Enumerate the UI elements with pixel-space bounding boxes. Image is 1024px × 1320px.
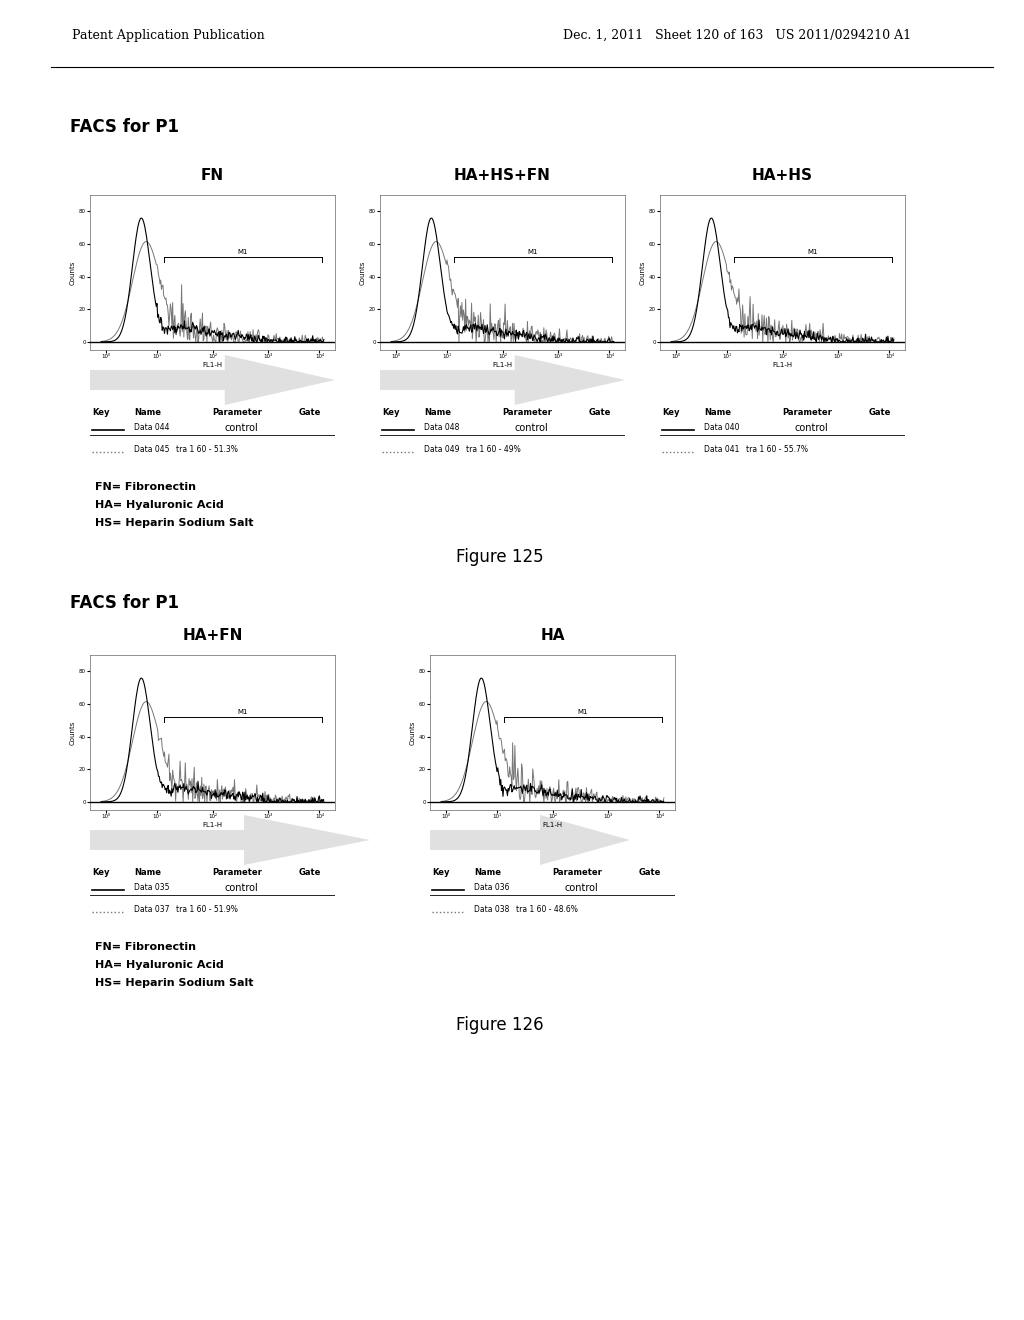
Text: M1: M1 xyxy=(238,249,248,255)
Y-axis label: Counts: Counts xyxy=(640,260,646,285)
Text: control: control xyxy=(565,883,598,892)
Text: Key: Key xyxy=(432,869,450,876)
Text: Gate: Gate xyxy=(298,869,321,876)
Text: Gate: Gate xyxy=(638,869,660,876)
Polygon shape xyxy=(380,355,625,405)
X-axis label: FL1-H: FL1-H xyxy=(203,822,222,828)
Polygon shape xyxy=(430,814,630,865)
Text: FACS for P1: FACS for P1 xyxy=(70,119,179,136)
Text: Parameter: Parameter xyxy=(503,408,552,417)
Text: Parameter: Parameter xyxy=(782,408,833,417)
Text: FACS for P1: FACS for P1 xyxy=(70,594,179,611)
Text: tra 1 60 - 55.7%: tra 1 60 - 55.7% xyxy=(745,445,808,454)
Text: Parameter: Parameter xyxy=(553,869,602,876)
Text: Key: Key xyxy=(92,869,110,876)
Text: HA= Hyaluronic Acid: HA= Hyaluronic Acid xyxy=(95,961,224,970)
Text: Data 035: Data 035 xyxy=(134,883,170,892)
Text: Data 041: Data 041 xyxy=(705,445,739,454)
Text: Data 049: Data 049 xyxy=(424,445,460,454)
Text: tra 1 60 - 49%: tra 1 60 - 49% xyxy=(466,445,520,454)
Text: Key: Key xyxy=(382,408,400,417)
Text: Data 036: Data 036 xyxy=(474,883,510,892)
Text: Key: Key xyxy=(92,408,110,417)
Text: Data 037: Data 037 xyxy=(134,906,170,913)
Text: control: control xyxy=(795,422,828,433)
X-axis label: FL1-H: FL1-H xyxy=(543,822,562,828)
Polygon shape xyxy=(90,355,335,405)
Text: HA+HS: HA+HS xyxy=(752,169,813,183)
Text: HS= Heparin Sodium Salt: HS= Heparin Sodium Salt xyxy=(95,978,254,989)
Text: Name: Name xyxy=(705,408,731,417)
Text: Gate: Gate xyxy=(298,408,321,417)
Text: Name: Name xyxy=(134,408,161,417)
Text: Name: Name xyxy=(424,408,452,417)
Text: M1: M1 xyxy=(807,249,818,255)
Text: M1: M1 xyxy=(527,249,538,255)
Text: Figure 126: Figure 126 xyxy=(456,1016,544,1034)
Y-axis label: Counts: Counts xyxy=(70,721,76,744)
Text: M1: M1 xyxy=(238,709,248,715)
Text: tra 1 60 - 48.6%: tra 1 60 - 48.6% xyxy=(516,906,578,913)
X-axis label: FL1-H: FL1-H xyxy=(772,362,793,368)
Text: control: control xyxy=(224,883,258,892)
Text: control: control xyxy=(224,422,258,433)
Text: Gate: Gate xyxy=(868,408,891,417)
Text: Name: Name xyxy=(474,869,501,876)
Text: Parameter: Parameter xyxy=(213,408,262,417)
Text: Parameter: Parameter xyxy=(213,869,262,876)
Y-axis label: Counts: Counts xyxy=(410,721,416,744)
Text: Data 038: Data 038 xyxy=(474,906,510,913)
Text: Data 044: Data 044 xyxy=(134,424,170,433)
Text: Data 045: Data 045 xyxy=(134,445,170,454)
Text: Data 048: Data 048 xyxy=(424,424,460,433)
Text: M1: M1 xyxy=(578,709,588,715)
Text: Data 040: Data 040 xyxy=(705,424,739,433)
Y-axis label: Counts: Counts xyxy=(360,260,366,285)
Text: Gate: Gate xyxy=(588,408,610,417)
Text: HA= Hyaluronic Acid: HA= Hyaluronic Acid xyxy=(95,500,224,511)
Text: Name: Name xyxy=(134,869,161,876)
Text: HA: HA xyxy=(541,628,565,644)
Text: Figure 125: Figure 125 xyxy=(456,549,544,566)
Text: FN= Fibronectin: FN= Fibronectin xyxy=(95,482,196,492)
Text: control: control xyxy=(515,422,549,433)
Text: FN= Fibronectin: FN= Fibronectin xyxy=(95,942,196,953)
Y-axis label: Counts: Counts xyxy=(70,260,76,285)
X-axis label: FL1-H: FL1-H xyxy=(493,362,513,368)
Text: tra 1 60 - 51.9%: tra 1 60 - 51.9% xyxy=(176,906,238,913)
Text: Patent Application Publication: Patent Application Publication xyxy=(72,29,264,41)
Text: Dec. 1, 2011   Sheet 120 of 163   US 2011/0294210 A1: Dec. 1, 2011 Sheet 120 of 163 US 2011/02… xyxy=(563,29,911,41)
X-axis label: FL1-H: FL1-H xyxy=(203,362,222,368)
Text: HS= Heparin Sodium Salt: HS= Heparin Sodium Salt xyxy=(95,519,254,528)
Text: Key: Key xyxy=(663,408,680,417)
Polygon shape xyxy=(90,814,370,865)
Text: FN: FN xyxy=(201,169,224,183)
Text: HA+HS+FN: HA+HS+FN xyxy=(454,169,551,183)
Text: tra 1 60 - 51.3%: tra 1 60 - 51.3% xyxy=(176,445,238,454)
Text: HA+FN: HA+FN xyxy=(182,628,243,644)
